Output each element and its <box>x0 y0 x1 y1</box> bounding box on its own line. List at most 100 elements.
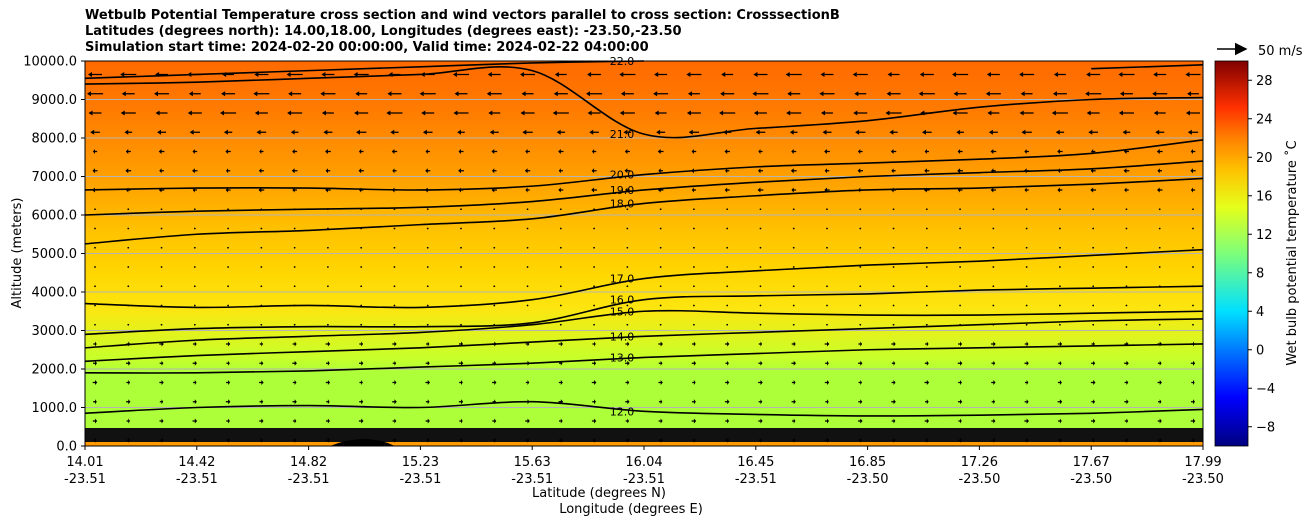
wind-vector <box>392 168 397 174</box>
wind-vector <box>1123 168 1130 174</box>
wind-vector <box>758 437 763 443</box>
wind-vector <box>526 246 529 249</box>
wind-vector <box>824 437 830 443</box>
wind-vector <box>291 168 298 174</box>
wind-vector <box>559 285 562 288</box>
wind-vector <box>892 208 895 211</box>
wind-vector <box>1025 227 1028 230</box>
wind-vector <box>959 285 961 288</box>
wind-vector <box>159 168 164 174</box>
wind-vector <box>825 360 829 366</box>
wind-vector <box>192 168 198 174</box>
wind-vector <box>1059 304 1061 307</box>
wind-vector <box>188 91 201 97</box>
wind-vector <box>493 285 496 288</box>
wind-vector <box>325 437 331 443</box>
wind-vector <box>124 129 133 135</box>
contour-line <box>84 177 1204 245</box>
wind-vector <box>1191 379 1195 385</box>
wind-vector <box>889 129 898 135</box>
x-tick-label-latitude: 16.85 <box>849 455 886 470</box>
wind-vector <box>891 399 896 405</box>
contour-line <box>1091 64 1204 70</box>
wind-vector <box>1024 399 1029 405</box>
wind-vector <box>992 208 995 211</box>
wind-vector <box>520 71 536 77</box>
wind-vector <box>925 323 928 326</box>
wind-vector <box>956 129 964 135</box>
wind-vector <box>626 227 629 230</box>
wind-vector <box>359 399 364 405</box>
x-tick-label-latitude: 14.42 <box>178 455 215 470</box>
contour-label: 18.0 <box>610 197 635 210</box>
contour-label: 20.0 <box>610 169 635 182</box>
wind-vector <box>1090 187 1097 193</box>
wind-vector <box>225 148 231 154</box>
wind-vector <box>1057 148 1063 154</box>
wind-vector <box>826 227 828 230</box>
x-tick-label-longitude: -23.50 <box>1070 472 1112 487</box>
wind-vector <box>758 360 763 366</box>
wind-vector <box>592 341 596 347</box>
wind-vector <box>260 266 263 268</box>
x-tick-label-longitude: -23.50 <box>1182 472 1224 487</box>
wind-vector <box>393 266 396 268</box>
wind-vector <box>1158 227 1161 230</box>
colorbar: −8 −4 0 4 8 12 16 20 24 28 Wet bulb potential tem… <box>1214 60 1300 447</box>
wind-vector <box>1020 91 1033 97</box>
x-tick-label-longitude: -23.51 <box>511 472 553 487</box>
wind-vector <box>491 168 497 174</box>
wind-vector <box>425 360 430 366</box>
wind-vector <box>826 304 828 307</box>
wind-vector <box>426 285 429 288</box>
wind-vector <box>918 91 935 97</box>
wind-vector <box>721 71 734 77</box>
wind-vector <box>1086 71 1101 77</box>
x-axis-label-latitude: Latitude (degrees N) <box>532 486 666 501</box>
wind-vector <box>526 266 529 268</box>
wind-vector <box>160 208 163 211</box>
wind-vector <box>857 148 863 154</box>
x-axis-label-longitude: Longitude (degrees E) <box>559 502 703 517</box>
wind-vector <box>493 304 496 307</box>
wind-vector <box>192 341 197 347</box>
wind-vector <box>327 323 329 326</box>
wind-vector <box>292 148 298 154</box>
contour-label: 15.0 <box>610 305 635 318</box>
wind-vector <box>120 110 136 116</box>
wind-vector <box>193 285 196 288</box>
wind-vector <box>1090 379 1096 385</box>
surface-contour-band <box>85 428 1203 446</box>
colorbar-tick-label: 0 <box>1256 343 1264 358</box>
wind-vector <box>792 227 795 230</box>
wind-vector <box>426 437 430 443</box>
wind-vector <box>726 208 729 211</box>
wind-vector <box>1192 227 1194 230</box>
wind-vector <box>454 91 468 97</box>
wind-vector <box>919 71 934 77</box>
wind-vector <box>892 246 895 249</box>
wind-vector <box>292 341 297 347</box>
x-tick-label-latitude: 15.63 <box>514 455 551 470</box>
wind-vector <box>925 208 928 211</box>
wind-vector <box>526 208 529 211</box>
wind-vector <box>626 323 629 326</box>
wind-vector <box>858 399 863 405</box>
wind-vector <box>858 341 863 347</box>
wind-vector <box>94 304 96 307</box>
wind-vector <box>491 148 498 154</box>
contour-line <box>84 318 1204 363</box>
wind-vector <box>759 266 762 268</box>
wind-vector <box>758 418 763 424</box>
wind-vector <box>426 323 429 326</box>
wind-vector <box>991 399 996 405</box>
wind-vector <box>520 110 535 116</box>
wind-vector <box>393 323 396 326</box>
wind-vector <box>159 437 164 443</box>
wind-vector <box>1158 246 1161 249</box>
wind-vector <box>792 418 796 424</box>
wind-vector <box>626 266 629 268</box>
wind-vector <box>858 379 862 385</box>
wind-vector <box>558 187 564 193</box>
